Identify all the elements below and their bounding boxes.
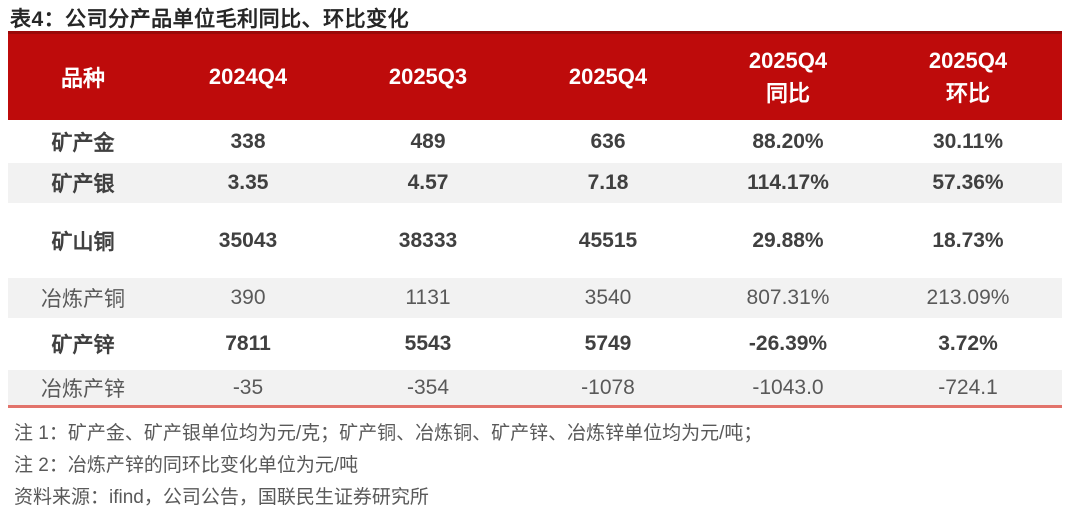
cell-2024q4: -35 bbox=[232, 375, 264, 399]
footnotes: 注 1：矿产金、矿产银单位均为元/克；矿产铜、冶炼铜、矿产锌、冶炼锌单位均为元/… bbox=[0, 408, 1080, 514]
cell-yoy: -26.39% bbox=[748, 332, 828, 355]
cell-2025q3: 4.57 bbox=[407, 171, 449, 194]
table-row-smelted-zinc: 冶炼产锌 -35 -354 -1078 -1043.0 -724.1 bbox=[8, 370, 1062, 405]
cell-2025q3: 1131 bbox=[405, 286, 451, 309]
cell-product-name: 矿产金 bbox=[51, 131, 115, 155]
cell-product-name: 矿山铜 bbox=[51, 230, 115, 254]
header-cell-2025q4: 2025Q4 bbox=[568, 64, 648, 89]
cell-qoq: 3.72% bbox=[938, 332, 998, 355]
header-cell-category: 品种 bbox=[60, 66, 105, 91]
cell-2025q4: 636 bbox=[590, 129, 626, 153]
cell-2025q3: 38333 bbox=[398, 228, 458, 252]
table-row-smelted-copper: 冶炼产铜 390 1131 3540 807.31% 213.09% bbox=[8, 278, 1062, 318]
cell-product-name: 冶炼产铜 bbox=[41, 288, 125, 311]
cell-yoy: -1043.0 bbox=[752, 375, 824, 399]
note-2: 注 2：冶炼产锌的同环比变化单位为元/吨 bbox=[14, 455, 359, 476]
product-unit-margin-table: 品种 2024Q4 2025Q3 2025Q4 2025Q4 同比 2025Q4… bbox=[8, 31, 1062, 405]
table-header-row: 品种 2024Q4 2025Q3 2025Q4 2025Q4 同比 2025Q4… bbox=[8, 31, 1062, 120]
cell-2024q4: 390 bbox=[230, 286, 266, 309]
table-row-mined-silver: 矿产银 3.35 4.57 7.18 114.17% 57.36% bbox=[8, 163, 1062, 203]
source-line: 资料来源：ifind，公司公告，国联民生证券研究所 bbox=[14, 487, 429, 508]
cell-2024q4: 35043 bbox=[218, 228, 278, 252]
cell-2025q4: 5749 bbox=[584, 332, 632, 355]
header-cell-2025q3: 2025Q3 bbox=[388, 64, 468, 89]
cell-yoy: 29.88% bbox=[752, 228, 824, 252]
table-row-mined-zinc: 矿产锌 7811 5543 5749 -26.39% 3.72% bbox=[8, 318, 1062, 370]
cell-2024q4: 7811 bbox=[225, 332, 271, 355]
header-yoy-line2: 同比 bbox=[765, 81, 810, 106]
cell-2025q3: 5543 bbox=[404, 332, 452, 355]
table-title: 表4：公司分产品单位毛利同比、环比变化 bbox=[10, 8, 410, 31]
cell-2024q4: 3.35 bbox=[227, 171, 269, 194]
table-bottom-rule bbox=[8, 405, 1062, 408]
cell-2025q3: -354 bbox=[406, 375, 450, 399]
cell-2025q3: 489 bbox=[410, 129, 446, 153]
cell-qoq: 30.11% bbox=[932, 129, 1004, 153]
cell-2024q4: 338 bbox=[230, 129, 266, 153]
cell-2025q4: 7.18 bbox=[587, 171, 629, 194]
note-1: 注 1：矿产金、矿产银单位均为元/克；矿产铜、冶炼铜、矿产锌、冶炼锌单位均为元/… bbox=[14, 423, 763, 444]
cell-2025q4: -1078 bbox=[581, 375, 635, 399]
header-cell-2025q4-yoy: 2025Q4 同比 bbox=[698, 44, 878, 110]
cell-yoy: 114.17% bbox=[747, 171, 829, 194]
header-qoq-line1: 2025Q4 bbox=[928, 48, 1008, 73]
cell-qoq: 213.09% bbox=[926, 286, 1010, 309]
header-qoq-line2: 环比 bbox=[945, 81, 990, 106]
header-cell-2025q4-qoq: 2025Q4 环比 bbox=[878, 44, 1058, 110]
cell-2025q4: 3540 bbox=[584, 286, 632, 309]
header-yoy-line1: 2025Q4 bbox=[748, 48, 828, 73]
cell-product-name: 冶炼产锌 bbox=[41, 377, 125, 401]
header-cell-2024q4: 2024Q4 bbox=[208, 64, 288, 89]
cell-qoq: 18.73% bbox=[932, 228, 1004, 252]
cell-yoy: 88.20% bbox=[752, 129, 824, 153]
cell-product-name: 矿产锌 bbox=[51, 334, 115, 357]
cell-qoq: -724.1 bbox=[938, 375, 998, 399]
cell-yoy: 807.31% bbox=[746, 286, 830, 309]
cell-2025q4: 45515 bbox=[578, 228, 638, 252]
table-row-mined-gold: 矿产金 338 489 636 88.20% 30.11% bbox=[8, 120, 1062, 163]
cell-product-name: 矿产银 bbox=[51, 173, 115, 196]
cell-qoq: 57.36% bbox=[932, 171, 1004, 194]
table-row-mined-copper: 矿山铜 35043 38333 45515 29.88% 18.73% bbox=[8, 203, 1062, 278]
